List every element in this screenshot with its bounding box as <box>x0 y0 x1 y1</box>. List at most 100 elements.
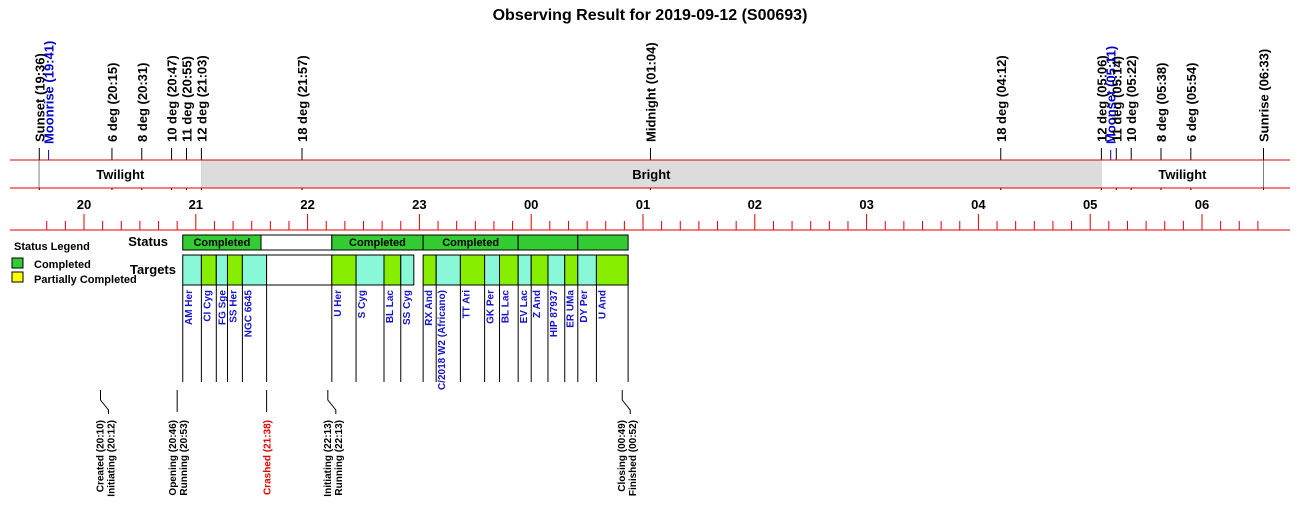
event-label-midnight-01-04: Midnight (01:04) <box>643 42 658 142</box>
target-block <box>484 254 501 286</box>
target-label-ss-her: SS Her <box>228 290 239 323</box>
target-block <box>182 254 202 286</box>
hour-label: 01 <box>636 197 650 212</box>
event-label-8-deg-20-31: 8 deg (20:31) <box>135 63 150 142</box>
event-label-8-deg-05-38: 8 deg (05:38) <box>1154 63 1169 142</box>
hour-label: 05 <box>1083 197 1097 212</box>
hour-label: 04 <box>971 197 986 212</box>
target-block <box>595 254 629 286</box>
event-label-moonset-05-11: Moonset (05:11) <box>1104 46 1119 144</box>
target-label-hip-87937: HIP 87937 <box>549 290 560 338</box>
target-label-c-2018-w2-africano: C/2018 W2 (Africano) <box>437 290 448 390</box>
milestone-marker <box>621 390 631 414</box>
target-label-tt-ari: TT Ari <box>461 290 472 319</box>
event-label-10-deg-05-22: 10 deg (05:22) <box>1124 55 1139 142</box>
legend-item-completed: Completed <box>34 259 91 271</box>
event-label-moonrise-19-41: Moonrise (19:41) <box>42 41 57 144</box>
target-block <box>547 254 566 286</box>
target-label-gk-per: GK Per <box>486 290 497 324</box>
target-label-u-her: U Her <box>333 290 344 317</box>
target-label-u-and: U And <box>597 290 608 319</box>
hour-axis: 20 21 22 23 00 01 02 03 04 05 06 <box>10 197 1290 231</box>
status-block <box>577 234 629 251</box>
hour-label: 00 <box>524 197 538 212</box>
legend-swatch-partially-completed <box>11 271 24 283</box>
target-block <box>400 254 415 286</box>
target-label-ss-cyg: SS Cyg <box>402 290 413 325</box>
hour-label: 03 <box>859 197 873 212</box>
target-block <box>577 254 597 286</box>
target-block <box>355 254 385 286</box>
status-block <box>517 234 579 251</box>
targets-row-label: Targets <box>130 262 176 277</box>
milestone-label-created-20-10: Created (20:10) <box>95 420 106 492</box>
milestone-marker <box>327 390 337 414</box>
target-label-ngc-6645: NGC 6645 <box>243 290 254 338</box>
target-block <box>435 254 461 286</box>
legend-title: Status Legend <box>14 241 90 253</box>
event-label-10-deg-20-47: 10 deg (20:47) <box>165 55 180 142</box>
target-block <box>459 254 486 286</box>
milestones: Created (20:10) Initiating (20:12) Opening… <box>95 390 639 497</box>
target-block <box>383 254 402 286</box>
event-label-11-deg-20-55: 11 deg (20:55) <box>179 56 194 142</box>
target-label-am-her: AM Her <box>184 290 195 325</box>
target-label-er-uma: ER UMa <box>566 290 577 328</box>
status-legend: Status Legend Completed Partially Comple… <box>11 241 137 286</box>
event-label-18-deg-04-12: 18 deg (04:12) <box>994 55 1009 142</box>
status-block-label: Completed <box>349 237 406 249</box>
target-block <box>331 254 357 286</box>
target-block <box>266 254 333 286</box>
status-row-label: Status <box>128 234 168 249</box>
target-block <box>517 254 532 286</box>
event-label-sunset-19-36: Sunset (19:36) <box>32 53 47 142</box>
milestone-label-initiating-22-13: Initiating (22:13) <box>323 420 334 497</box>
milestone-label-finished-00-52: Finished (00:52) <box>628 420 639 496</box>
event-label-sunrise-06-33: Sunrise (06:33) <box>1256 49 1271 142</box>
hour-label: 20 <box>77 197 91 212</box>
legend-item-partially-completed: Partially Completed <box>34 274 137 286</box>
milestone-label-initiating-20-12: Initiating (20:12) <box>106 420 117 497</box>
event-labels: Sunset (19:36)Moonrise (19:41) 6 deg (20:… <box>32 41 1271 190</box>
status-row: Completed Completed Completed <box>182 234 629 251</box>
event-label-6-deg-20-15: 6 deg (20:15) <box>105 63 120 142</box>
targets-row: AM Her CI Cyg FG Sge SS Her NGC 6645 U Her S C… <box>182 254 629 390</box>
phase-twilight <box>1101 160 1264 188</box>
target-label-bl-lac: BL Lac <box>385 290 396 324</box>
hour-label: 06 <box>1195 197 1209 212</box>
event-label-18-deg-21-57: 18 deg (21:57) <box>295 55 310 142</box>
target-label-fg-sge: FG Sge <box>217 290 228 325</box>
phase-band: Twilight Bright Twilight <box>10 159 1290 189</box>
event-label-11-deg-05-14: 11 deg (05:14) <box>1109 56 1124 142</box>
milestone-label-running-22-13: Running (22:13) <box>334 420 345 496</box>
target-label-dy-per: DY Per <box>579 290 590 323</box>
target-block <box>200 254 217 286</box>
target-block <box>226 254 243 286</box>
hour-label: 22 <box>300 197 314 212</box>
event-label-12-deg-05-06: 12 deg (05:06) <box>1094 55 1109 142</box>
chart-title: Observing Result for 2019-09-12 (S00693) <box>493 7 808 24</box>
event-label-12-deg-21-03: 12 deg (21:03) <box>194 55 209 142</box>
target-block <box>241 254 268 286</box>
target-block <box>215 254 228 286</box>
target-label-z-and: Z And <box>532 290 543 318</box>
milestone-label-opening-20-46: Opening (20:46) <box>168 420 179 496</box>
target-block <box>564 254 579 286</box>
target-block <box>499 254 519 286</box>
status-block-label: Completed <box>193 237 250 249</box>
target-label-rx-and: RX And <box>424 290 435 326</box>
target-block <box>530 254 549 286</box>
phase-label: Twilight <box>96 167 145 182</box>
status-block-label: Completed <box>442 237 499 249</box>
phase-label: Twilight <box>1158 167 1207 182</box>
hour-label: 23 <box>412 197 426 212</box>
event-label-6-deg-05-54: 6 deg (05:54) <box>1184 63 1199 142</box>
phase-label: Bright <box>632 167 671 182</box>
milestone-marker <box>99 390 109 414</box>
target-label-bl-lac: BL Lac <box>501 290 512 324</box>
hour-label: 21 <box>189 197 203 212</box>
target-label-ev-lac: EV Lac <box>519 290 530 324</box>
milestone-label-running-20-53: Running (20:53) <box>179 420 190 496</box>
phase-twilight <box>39 160 202 188</box>
